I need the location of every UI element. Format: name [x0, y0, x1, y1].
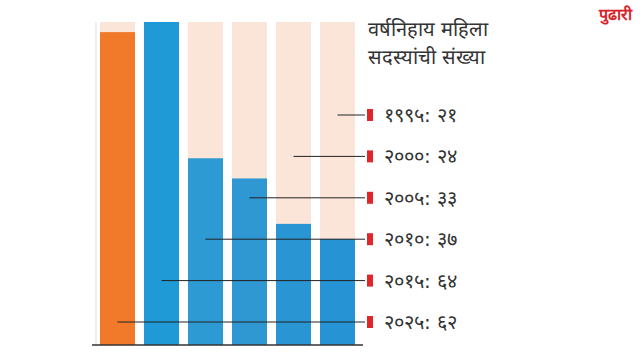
bar: [276, 224, 311, 345]
logo: पुढारी: [598, 5, 633, 25]
bar: [320, 239, 355, 345]
bar: [232, 178, 267, 345]
leader-line: [294, 156, 366, 157]
leader-line: [206, 239, 366, 240]
label: २००५:३३: [384, 186, 457, 210]
data-label: २४: [437, 144, 457, 168]
label: २०१५:६४: [384, 269, 457, 293]
label: २०२५:६२: [384, 310, 457, 334]
chart: वर्षनिहाय महिला सदस्यांची संख्या पुढारी २०२…: [0, 0, 640, 360]
bar-background: [232, 22, 267, 345]
leader-line: [162, 280, 366, 281]
label: २०००:२४: [384, 144, 457, 168]
category-label: २०१०:: [384, 227, 431, 251]
bar-background: [320, 22, 355, 345]
title: सदस्यांची संख्या: [368, 45, 486, 69]
bar-background: [144, 22, 179, 345]
label-marker: [367, 192, 373, 204]
y-axis-line: [96, 22, 97, 345]
bar: [100, 32, 135, 345]
label-marker: [367, 150, 373, 162]
label-marker: [367, 109, 373, 121]
bars: [100, 22, 355, 345]
bar: [188, 158, 223, 345]
data-label: ६२: [437, 310, 457, 334]
label: १९९५:२१: [384, 103, 457, 127]
label: २०१०:३७: [384, 227, 457, 251]
background: [0, 0, 640, 360]
label-marker: [367, 233, 373, 245]
baseline: [92, 344, 363, 346]
data-label: ३३: [437, 186, 457, 210]
category-label: २०००:: [384, 144, 431, 168]
category-label: २०२५:: [384, 310, 431, 334]
data-label: ६४: [437, 269, 457, 293]
data-label: २१: [437, 103, 457, 127]
label-marker: [367, 316, 373, 328]
title: वर्षनिहाय महिला: [368, 17, 489, 41]
label-marker: [367, 275, 373, 287]
category-label: २००५:: [384, 186, 431, 210]
category-label: १९९५:: [384, 103, 431, 127]
leader-line: [118, 322, 366, 323]
leader-line: [338, 115, 366, 116]
bar-background: [100, 22, 135, 345]
bar-background: [276, 22, 311, 345]
leader-line: [250, 197, 366, 198]
data-label: ३७: [437, 227, 457, 251]
category-label: २०१५:: [384, 269, 431, 293]
bar-background: [188, 22, 223, 345]
bar: [144, 22, 179, 345]
